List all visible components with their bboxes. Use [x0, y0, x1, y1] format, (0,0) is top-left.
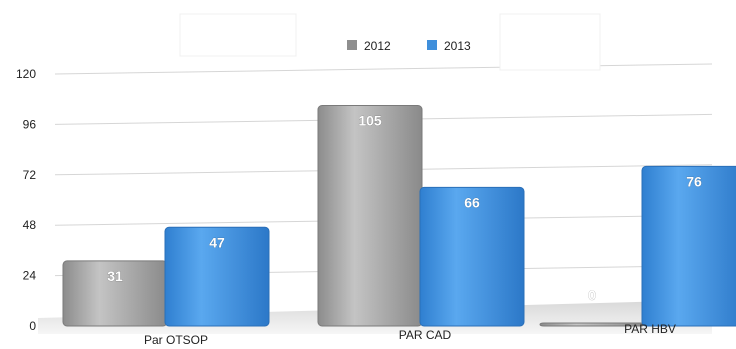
legend-blank-box-right — [499, 13, 601, 71]
y-tick-label: 72 — [23, 168, 37, 182]
y-tick-label: 120 — [16, 67, 36, 81]
legend-swatch-2012 — [347, 40, 357, 50]
legend-blank-box-left — [179, 13, 297, 57]
x-axis: Par OTSOP PAR CAD PAR HBV — [144, 322, 676, 347]
bars: 31 47 105 66 0 76 — [62, 105, 736, 327]
bar-value-label: 31 — [107, 268, 123, 284]
bar-2013-2 — [641, 165, 736, 327]
bar-value-label: 47 — [209, 234, 225, 250]
category-label: Par OTSOP — [144, 333, 208, 347]
y-tick-label: 48 — [23, 218, 37, 232]
bar-value-label: 105 — [358, 113, 382, 129]
y-tick-label: 0 — [29, 319, 36, 333]
legend: 2012 2013 — [179, 13, 601, 71]
bar-2012-1 — [317, 105, 423, 327]
bar-2013-1 — [419, 186, 525, 327]
y-tick-label: 24 — [23, 269, 37, 283]
bar-value-label: 66 — [464, 194, 480, 210]
legend-label-2012: 2012 — [364, 39, 391, 53]
legend-swatch-2013 — [427, 40, 437, 50]
y-tick-label: 96 — [23, 117, 37, 131]
bar-2013-0 — [164, 226, 270, 327]
legend-label-2013: 2013 — [444, 39, 471, 53]
y-axis: 0 24 48 72 96 120 — [16, 67, 36, 333]
category-label: PAR CAD — [399, 328, 452, 342]
bar-value-label: 76 — [686, 173, 702, 189]
category-label: PAR HBV — [624, 322, 676, 336]
gridline-120 — [54, 63, 713, 75]
bar-value-label: 0 — [588, 287, 596, 303]
